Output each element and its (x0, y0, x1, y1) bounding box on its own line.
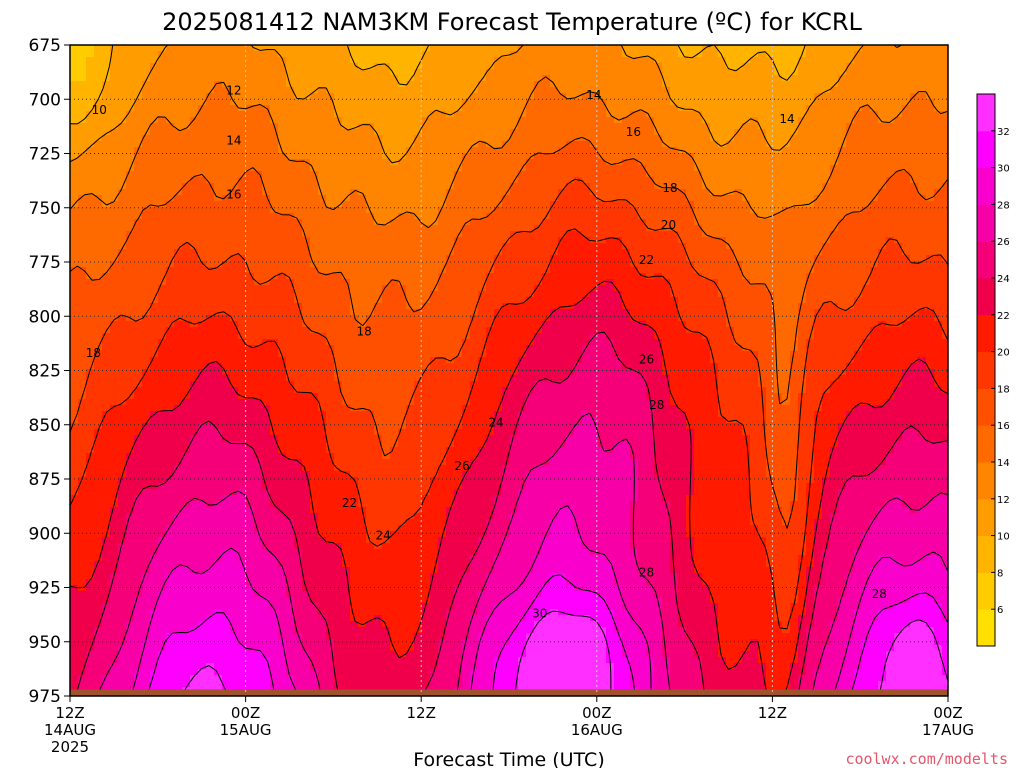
colorbar-swatch (977, 425, 995, 463)
colorbar-swatch (977, 609, 995, 647)
colorbar: 6 8 10 12 14 16 18 20 22 24 26 28 30 32 (976, 93, 1010, 647)
contour-label: 14 (779, 112, 794, 126)
contour-14 (69, 76, 949, 229)
colorbar-tick-label: 30 (997, 164, 1010, 175)
colorbar-swatch (977, 351, 995, 389)
contour-label: 10 (92, 103, 107, 117)
colorbar-swatch (977, 278, 995, 316)
credit-link[interactable]: coolwx.com/modelts (845, 750, 1008, 768)
y-tick-label: 750 (29, 199, 61, 219)
colorbar-tick-label: 20 (997, 348, 1010, 359)
contour-label: 26 (639, 353, 654, 367)
colorbar-tick-label: 8 (997, 568, 1003, 579)
contour-label: 18 (662, 181, 677, 195)
colorbar-swatch (977, 462, 995, 500)
contour-24 (75, 331, 949, 697)
contour-label: 14 (226, 133, 241, 147)
contour-label: 24 (376, 528, 391, 542)
x-tick-label: 00Z (933, 704, 962, 722)
terrain-band (70, 689, 948, 696)
contour-lines (69, 44, 949, 697)
y-tick-label: 975 (29, 687, 61, 707)
y-tick-label: 900 (29, 524, 61, 544)
colorbar-swatch (977, 572, 995, 610)
contour-label: 30 (532, 607, 547, 621)
y-tick-label: 925 (29, 579, 61, 599)
contour-label: 22 (342, 496, 357, 510)
colorbar-tick-label: 10 (997, 532, 1010, 543)
contour-label: 14 (586, 88, 601, 102)
colorbar-swatch (977, 130, 995, 169)
grid-lines (70, 45, 948, 696)
colorbar-tick-label: 28 (997, 200, 1010, 211)
y-tick-label: 850 (29, 416, 61, 436)
colorbar-swatch (977, 167, 995, 205)
x-tick-label: 16AUG (571, 721, 623, 739)
contour-label: 12 (226, 84, 241, 98)
colorbar-swatch (977, 314, 995, 353)
contour-30 (147, 574, 949, 697)
colorbar-swatch (977, 388, 995, 426)
colorbar-tick-label: 18 (997, 384, 1010, 395)
colorbar-tick-label: 22 (997, 311, 1010, 322)
colorbar-swatch (977, 535, 995, 573)
contour-label: 20 (661, 218, 676, 232)
colorbar-tick-label: 26 (997, 237, 1010, 248)
colorbar-swatch (977, 94, 995, 132)
colorbar-swatch (977, 498, 995, 537)
x-axis-label: Forecast Time (UTC) (413, 749, 604, 768)
contour-10 (69, 44, 806, 125)
contour-28 (130, 505, 949, 697)
x-tick-label: 00Z (231, 704, 260, 722)
y-tick-label: 700 (29, 90, 61, 110)
contour-20 (69, 228, 949, 630)
chart-title: 2025081412 NAM3KM Forecast Temperature (… (162, 8, 862, 36)
colorbar-tick-label: 14 (997, 458, 1010, 469)
terrain-fill (70, 689, 948, 696)
y-axis: 675 700 725 750 775 800 825 850 875 900 925 950 975 (29, 36, 70, 707)
colorbar-swatch (977, 241, 995, 279)
colorbar-tick-label: 12 (997, 495, 1010, 506)
y-tick-label: 950 (29, 633, 61, 653)
x-tick-label: 00Z (582, 704, 611, 722)
y-tick-label: 675 (29, 36, 61, 56)
x-tick-label: 12Z (55, 704, 84, 722)
contour-label: 16 (226, 188, 241, 202)
contour-12 (69, 44, 902, 164)
colorbar-swatch (977, 204, 995, 242)
x-tick-label: 15AUG (220, 721, 272, 739)
contour-label: 24 (488, 416, 503, 430)
x-tick-label: 17AUG (922, 721, 974, 739)
colorbar-frame (976, 93, 996, 647)
x-tick-label: 14AUG (44, 721, 96, 739)
temperature-field (70, 45, 949, 697)
x-tick-label: 12Z (758, 704, 787, 722)
colorbar-tick-label: 16 (997, 421, 1010, 432)
contour-label: 18 (86, 346, 101, 360)
contour-label: 28 (872, 587, 887, 601)
contour-label: 22 (639, 253, 654, 267)
y-tick-label: 775 (29, 253, 61, 273)
contour-label: 26 (455, 459, 470, 473)
contour-26 (96, 412, 949, 697)
y-tick-label: 725 (29, 145, 61, 165)
x-tick-label: 12Z (407, 704, 436, 722)
y-tick-label: 825 (29, 362, 61, 382)
x-tick-label: 2025 (51, 738, 89, 756)
contour-label: 28 (639, 565, 654, 579)
y-tick-label: 875 (29, 470, 61, 490)
contour-label: 28 (649, 398, 664, 412)
contour-labels: 18 10 12 14 16 18 24 26 22 24 14 16 18 20 22 26 28 28 30 14… (86, 84, 887, 621)
colorbar-tick-label: 32 (997, 127, 1010, 138)
contour-22 (69, 280, 949, 697)
contour-label: 16 (626, 125, 641, 139)
colorbar-tick-label: 24 (997, 274, 1010, 285)
colorbar-tick-label: 6 (997, 605, 1003, 616)
contour-label: 18 (356, 324, 371, 338)
y-tick-label: 800 (29, 307, 61, 327)
